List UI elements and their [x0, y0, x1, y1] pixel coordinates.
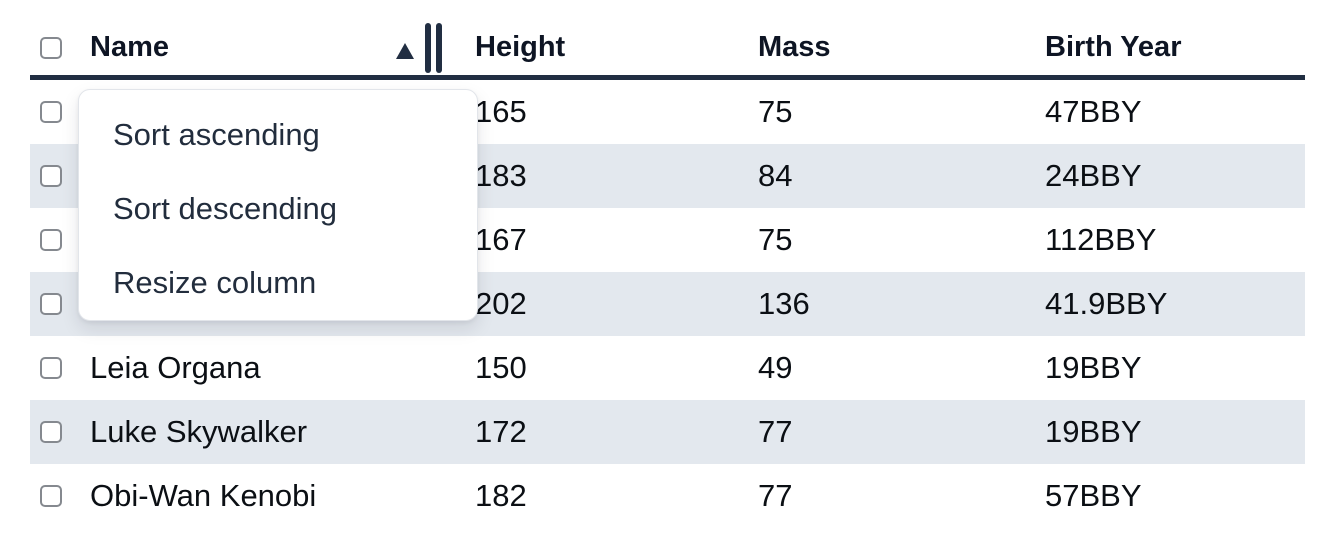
- column-header-name[interactable]: Name: [78, 20, 475, 75]
- table-header-row: Name Height Mass Birth Year: [30, 20, 1305, 80]
- column-header-birth-year[interactable]: Birth Year: [1045, 31, 1182, 63]
- row-checkbox[interactable]: [40, 229, 62, 251]
- cell-mass: 75: [758, 222, 793, 257]
- menu-item-resize-column[interactable]: Resize column: [113, 265, 317, 300]
- cell-birth-year: 57BBY: [1045, 478, 1142, 510]
- cell-mass: 84: [758, 158, 793, 193]
- column-context-menu: Sort ascending Sort descending Resize co…: [78, 89, 478, 321]
- cell-mass: 77: [758, 478, 793, 510]
- header-checkbox-cell: [30, 36, 78, 59]
- row-checkbox[interactable]: [40, 101, 62, 123]
- row-checkbox[interactable]: [40, 293, 62, 315]
- cell-birth-year: 19BBY: [1045, 350, 1142, 385]
- cell-birth-year: 47BBY: [1045, 94, 1142, 129]
- column-header-height[interactable]: Height: [475, 31, 566, 63]
- row-checkbox[interactable]: [40, 165, 62, 187]
- cell-height: 183: [475, 158, 527, 193]
- table-row: Obi-Wan Kenobi 182 77 57BBY: [30, 464, 1305, 510]
- row-checkbox-cell: [30, 293, 78, 315]
- cell-height: 167: [475, 222, 527, 257]
- menu-item-sort-descending[interactable]: Sort descending: [113, 191, 338, 226]
- cell-mass: 49: [758, 350, 793, 385]
- cell-height: 202: [475, 286, 527, 321]
- row-checkbox-cell: [30, 357, 78, 379]
- cell-name: Leia Organa: [90, 350, 261, 385]
- resize-bar-left: [425, 23, 431, 73]
- menu-item-sort-ascending[interactable]: Sort ascending: [113, 117, 320, 152]
- row-checkbox-cell: [30, 165, 78, 187]
- row-checkbox-cell: [30, 485, 78, 507]
- resize-bar-right: [436, 23, 442, 73]
- cell-name: Luke Skywalker: [90, 414, 308, 449]
- row-checkbox-cell: [30, 421, 78, 443]
- row-checkbox-cell: [30, 101, 78, 123]
- row-checkbox-cell: [30, 229, 78, 251]
- cell-birth-year: 41.9BBY: [1045, 286, 1168, 321]
- column-header-mass[interactable]: Mass: [758, 31, 831, 63]
- row-checkbox[interactable]: [40, 485, 62, 507]
- cell-mass: 75: [758, 94, 793, 129]
- row-checkbox[interactable]: [40, 421, 62, 443]
- cell-height: 165: [475, 94, 527, 129]
- column-header-name-label: Name: [90, 31, 169, 63]
- column-resize-handle-icon[interactable]: [425, 23, 442, 73]
- cell-height: 172: [475, 414, 527, 449]
- cell-mass: 136: [758, 286, 810, 321]
- table-row: Luke Skywalker 172 77 19BBY: [30, 400, 1305, 464]
- row-checkbox[interactable]: [40, 357, 62, 379]
- table-viewport: Name Height Mass Birth Year 165 75 47BBY…: [30, 20, 1305, 510]
- cell-mass: 77: [758, 414, 793, 449]
- cell-birth-year: 24BBY: [1045, 158, 1142, 193]
- select-all-checkbox[interactable]: [40, 36, 62, 59]
- cell-height: 182: [475, 478, 527, 510]
- cell-birth-year: 19BBY: [1045, 414, 1142, 449]
- table-row: Leia Organa 150 49 19BBY: [30, 336, 1305, 400]
- cell-name: Obi-Wan Kenobi: [90, 478, 317, 510]
- sort-ascending-icon: [396, 43, 414, 59]
- cell-birth-year: 112BBY: [1045, 222, 1157, 257]
- cell-height: 150: [475, 350, 527, 385]
